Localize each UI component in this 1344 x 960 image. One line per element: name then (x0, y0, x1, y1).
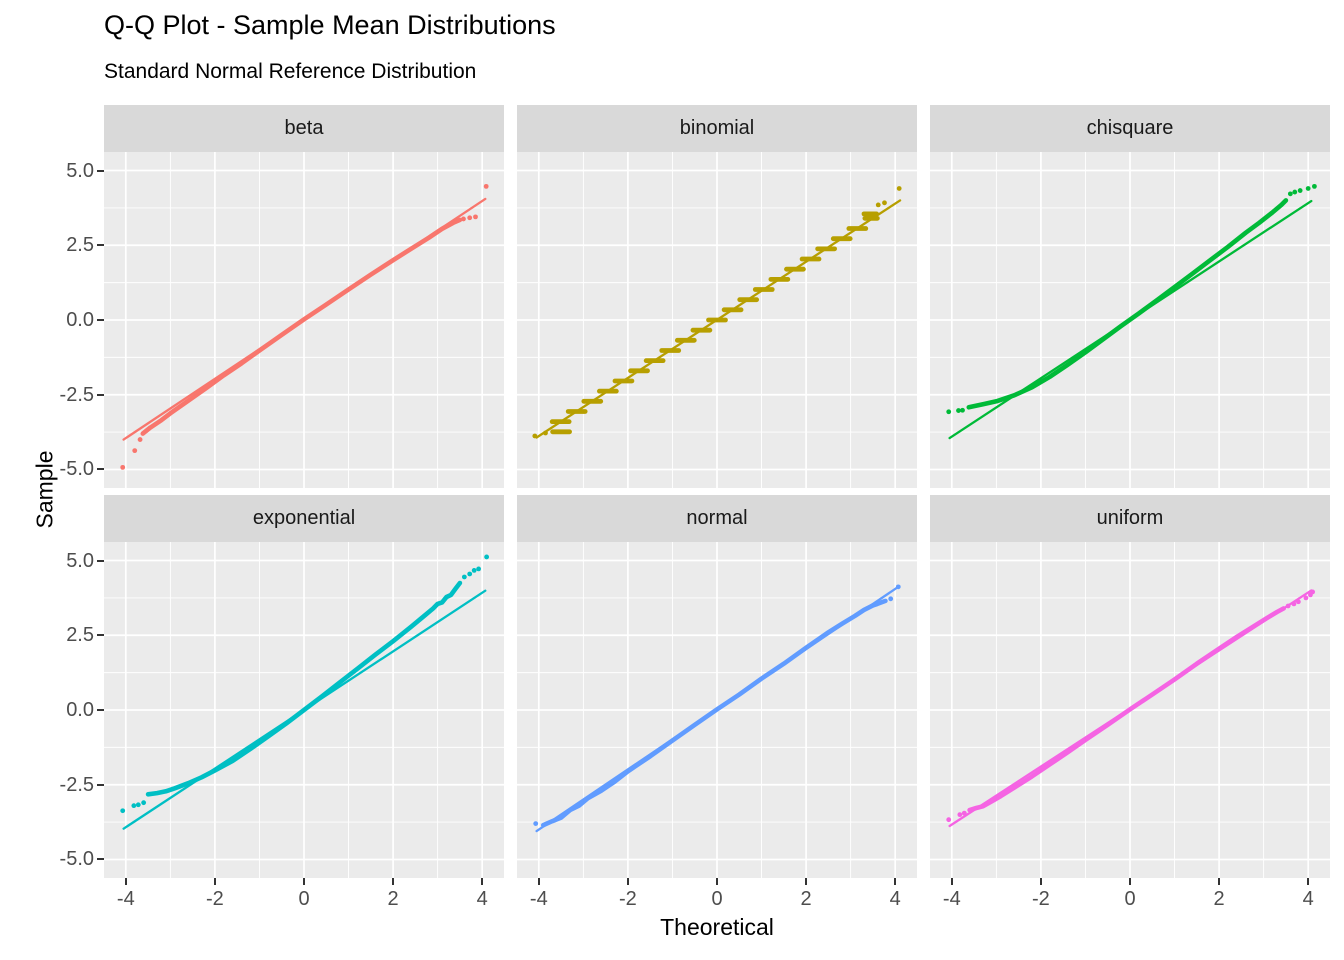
facet-strip-normal: normal (517, 495, 917, 542)
facet-label: uniform (1096, 507, 1164, 529)
facet-panel-uniform: uniform (930, 495, 1330, 878)
y-tick-label: 0.0 (66, 699, 94, 721)
y-tick-mark (97, 468, 104, 471)
gridlines (930, 152, 1330, 488)
facet-panel-normal: normal (517, 495, 917, 878)
qq-plot-svg-normal (517, 542, 917, 878)
qq-plot-svg-exponential (104, 542, 504, 878)
y-tick-mark (97, 858, 104, 861)
y-tick-mark (97, 634, 104, 637)
x-tick-label: 0 (1124, 888, 1136, 910)
x-tick-label: -4 (942, 888, 961, 910)
qq-tail-points (120, 183, 489, 470)
x-tick-label: 4 (476, 888, 488, 910)
qq-point-band (145, 580, 463, 797)
facet-panel-beta: beta (104, 105, 504, 488)
y-tick-label: 5.0 (66, 549, 94, 572)
x-tick-mark (805, 878, 808, 885)
y-tick-mark (97, 709, 104, 711)
y-tick-mark (97, 559, 104, 562)
x-tick-label: 0 (711, 888, 723, 910)
facet-strip-uniform: uniform (930, 495, 1330, 542)
y-tick-mark (97, 244, 104, 247)
x-tick-mark (894, 878, 897, 885)
x-tick-label: -2 (206, 888, 224, 910)
x-tick-mark (626, 878, 629, 885)
x-tick-label: 4 (889, 888, 901, 910)
y-tick-mark (97, 169, 104, 172)
facet-label: normal (686, 507, 748, 529)
y-tick-label: 0.0 (66, 309, 94, 331)
x-tick-mark (1218, 878, 1221, 885)
x-tick-label: -4 (529, 888, 548, 910)
qq-point-band (541, 598, 888, 828)
qq-discrete-steps (549, 211, 880, 435)
qq-point-band (140, 217, 463, 436)
qq-plot-svg-uniform (930, 542, 1330, 878)
x-tick-label: -2 (619, 888, 637, 910)
y-tick-label: -5.0 (59, 848, 94, 871)
qq-plot-svg-binomial (517, 152, 917, 488)
qq-point-band (966, 198, 1289, 410)
qq-point-band (967, 606, 1286, 813)
y-tick-mark (97, 393, 104, 396)
chart-title: Q-Q Plot - Sample Mean Distributions (104, 10, 556, 40)
facet-panel-binomial: binomial (517, 105, 917, 488)
x-tick-label: 2 (800, 888, 812, 910)
y-tick-mark (97, 319, 104, 321)
x-tick-label: 0 (298, 888, 310, 910)
x-tick-mark (950, 878, 953, 885)
x-tick-mark (303, 878, 305, 885)
x-tick-label: 2 (1213, 888, 1225, 910)
x-tick-mark (213, 878, 216, 885)
x-tick-label: 2 (387, 888, 399, 910)
gridlines (104, 542, 504, 878)
qq-tail-points (120, 554, 490, 814)
facet-strip-binomial: binomial (517, 105, 917, 152)
facet-label: binomial (679, 117, 755, 139)
qq-tail-points (946, 183, 1317, 415)
facet-panel-chisquare: chisquare (930, 105, 1330, 488)
y-tick-mark (97, 783, 104, 786)
facet-strip-beta: beta (104, 105, 504, 152)
facet-label: beta (284, 117, 324, 139)
x-tick-label: 4 (1302, 888, 1314, 910)
x-tick-mark (1307, 878, 1310, 885)
y-tick-label: -2.5 (59, 773, 94, 796)
qq-plot-svg-beta (104, 152, 504, 488)
x-tick-mark (481, 878, 484, 885)
qq-tail-points (533, 584, 901, 826)
x-tick-mark (537, 878, 540, 885)
gridlines (517, 542, 917, 878)
y-tick-label: -2.5 (59, 383, 94, 406)
facet-label: chisquare (1086, 117, 1174, 139)
qq-tail-points (532, 186, 902, 439)
x-tick-mark (1039, 878, 1042, 885)
qq-plot-svg-chisquare (930, 152, 1330, 488)
y-tick-label: 2.5 (66, 234, 94, 257)
facet-label: exponential (252, 507, 356, 529)
x-tick-mark (392, 878, 395, 885)
facet-strip-chisquare: chisquare (930, 105, 1330, 152)
x-tick-mark (716, 878, 718, 885)
gridlines (104, 152, 504, 488)
x-axis-title: Theoretical (660, 914, 774, 940)
x-tick-mark (1129, 878, 1131, 885)
y-tick-label: 2.5 (66, 624, 94, 647)
y-tick-label: 5.0 (66, 159, 94, 182)
y-axis-title: Sample (31, 450, 58, 529)
x-tick-label: -4 (116, 888, 135, 910)
facet-strip-exponential: exponential (104, 495, 504, 542)
chart-subtitle: Standard Normal Reference Distribution (104, 60, 477, 83)
x-tick-label: -2 (1032, 888, 1050, 910)
qq-tail-points (946, 589, 1316, 823)
x-tick-mark (124, 878, 127, 885)
y-tick-label: -5.0 (59, 458, 94, 481)
facet-panel-exponential: exponential (104, 495, 504, 878)
